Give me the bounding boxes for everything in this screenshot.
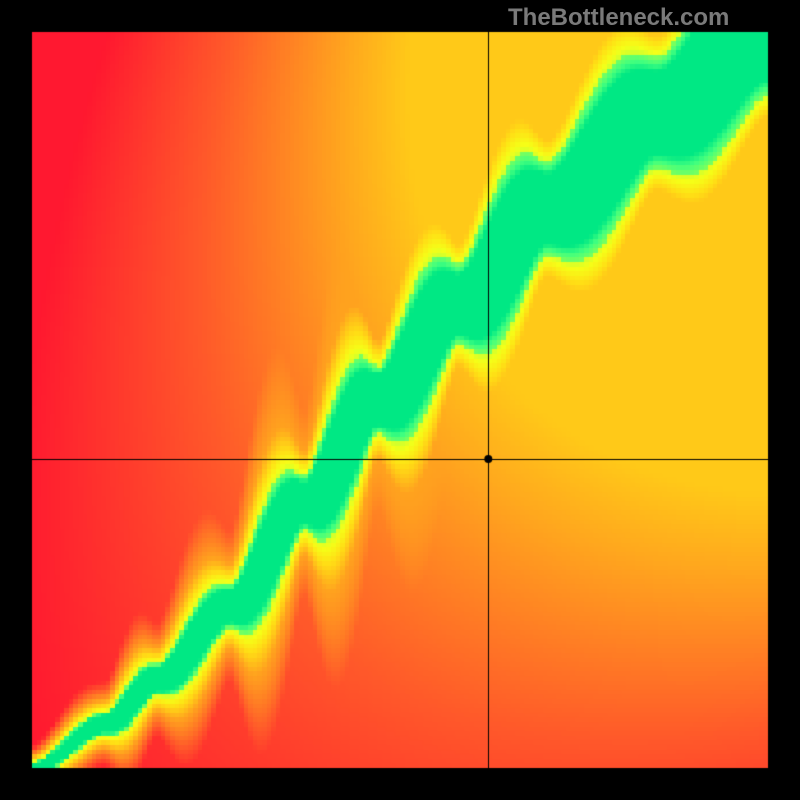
watermark-text: TheBottleneck.com [508, 4, 729, 32]
chart-container: TheBottleneck.com [0, 0, 800, 800]
bottleneck-heatmap [0, 0, 800, 800]
